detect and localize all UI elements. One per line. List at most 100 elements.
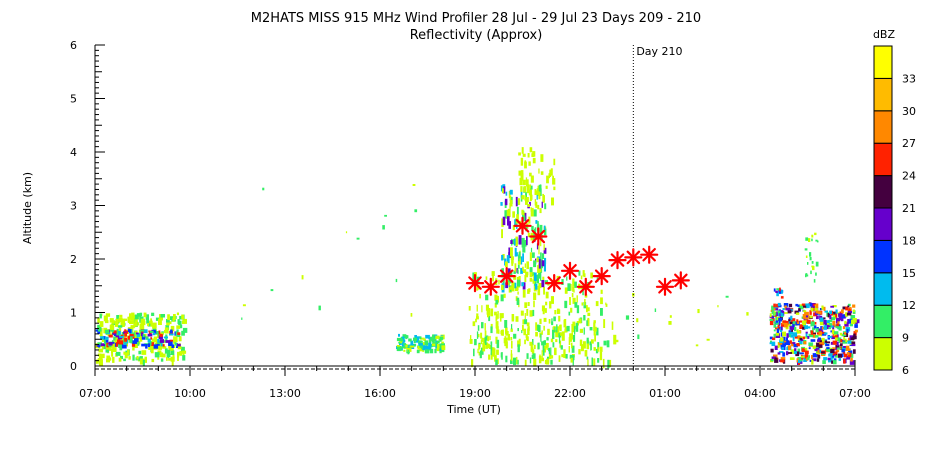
echo-cell <box>784 305 787 309</box>
echo-cell <box>135 332 139 335</box>
echo-cell <box>583 315 586 321</box>
echo-cell <box>569 354 573 359</box>
echo-cell <box>517 359 519 365</box>
echo-cell <box>548 347 551 352</box>
echo-cell <box>771 305 774 311</box>
echo-cell <box>166 322 170 326</box>
echo-cell <box>552 329 555 339</box>
echo-cell <box>792 323 795 327</box>
echo-cell <box>790 334 793 338</box>
echo-cell <box>842 346 847 351</box>
echo-cell <box>826 312 829 317</box>
echo-cell <box>804 248 808 251</box>
colorbar: 6 9 12 15 18 21 24 27 30 33 <box>873 45 916 377</box>
echo-cell <box>145 314 149 320</box>
echo-cell <box>825 347 830 352</box>
echo-cell <box>778 351 784 353</box>
echo-cell <box>525 271 529 276</box>
echo-cell <box>568 337 571 345</box>
echo-cell <box>770 348 774 353</box>
echo-cell <box>809 257 812 261</box>
echo-cell <box>520 189 523 198</box>
echo-cell <box>492 348 496 357</box>
echo-cell <box>513 333 517 339</box>
echo-cell <box>143 312 147 318</box>
echo-cell <box>508 191 511 199</box>
echo-cell <box>799 360 802 363</box>
echo-cell <box>594 334 596 342</box>
echo-cell <box>485 335 489 341</box>
echo-cell <box>529 201 531 206</box>
x-axis-label: Time (UT) <box>446 403 501 416</box>
star-marker-stroke <box>531 229 546 244</box>
echo-cell <box>480 332 483 339</box>
echo-cell <box>821 337 825 342</box>
echo-cell <box>824 310 828 313</box>
echo-cell <box>492 275 494 282</box>
echo-cell <box>797 304 800 307</box>
echo-cell <box>175 331 179 336</box>
echo-cell <box>533 230 535 240</box>
echo-cell <box>533 292 537 300</box>
echo-cell <box>114 340 117 344</box>
echo-cell <box>405 335 408 340</box>
echo-cell <box>382 225 385 230</box>
echo-cell <box>771 356 777 360</box>
echo-cell <box>706 338 710 341</box>
colorbar-swatch <box>873 142 893 177</box>
echo-cell <box>422 345 428 350</box>
echo-cell <box>140 322 145 325</box>
echo-cell <box>828 358 833 363</box>
colorbar-swatch <box>873 337 893 371</box>
echo-cell <box>571 345 575 353</box>
echo-cell <box>780 296 784 299</box>
echo-cell <box>517 328 519 332</box>
echo-cell <box>832 347 836 350</box>
echo-cell <box>846 352 850 356</box>
echo-cell <box>496 295 499 303</box>
echo-cell <box>770 358 774 362</box>
x-tick-label: 07:00 <box>79 387 111 400</box>
echo-cell <box>397 346 402 351</box>
echo-cell <box>513 282 517 289</box>
echo-cell <box>157 338 160 343</box>
echo-cell <box>476 331 479 339</box>
echo-cell <box>794 310 800 314</box>
echo-cell <box>494 311 497 316</box>
echo-cell <box>120 355 123 360</box>
echo-cell <box>777 310 781 314</box>
echo-cell <box>790 318 796 323</box>
echo-cell <box>830 317 836 321</box>
echo-cell <box>546 337 549 341</box>
echo-cell <box>570 357 573 363</box>
echo-cell <box>404 344 408 347</box>
echo-cell <box>839 343 843 347</box>
echo-cell <box>431 338 435 343</box>
echo-cell <box>780 326 783 331</box>
colorbar-swatch <box>873 272 893 306</box>
echo-cell <box>541 330 543 335</box>
echo-cell <box>542 276 545 283</box>
echo-cell <box>512 211 515 218</box>
echo-cell <box>602 358 605 369</box>
echo-cell <box>521 147 524 154</box>
echo-cell <box>141 343 146 347</box>
y-tick-label: 4 <box>70 146 77 159</box>
echo-cell <box>167 314 170 321</box>
echo-cell <box>842 341 847 344</box>
echo-cell <box>517 340 520 347</box>
echo-cell <box>840 339 843 343</box>
echo-cell <box>816 342 820 347</box>
echo-cell <box>808 333 814 338</box>
echo-cell <box>147 338 151 343</box>
echo-cell <box>510 337 513 341</box>
echo-cell <box>124 337 128 342</box>
echo-cell <box>150 337 153 340</box>
echo-cell <box>529 172 532 177</box>
echo-cell <box>817 311 822 314</box>
echo-cell <box>526 353 529 359</box>
echo-cell <box>846 355 851 360</box>
echo-cell <box>512 239 516 245</box>
echo-cell <box>412 344 417 347</box>
echo-cell <box>520 267 523 274</box>
